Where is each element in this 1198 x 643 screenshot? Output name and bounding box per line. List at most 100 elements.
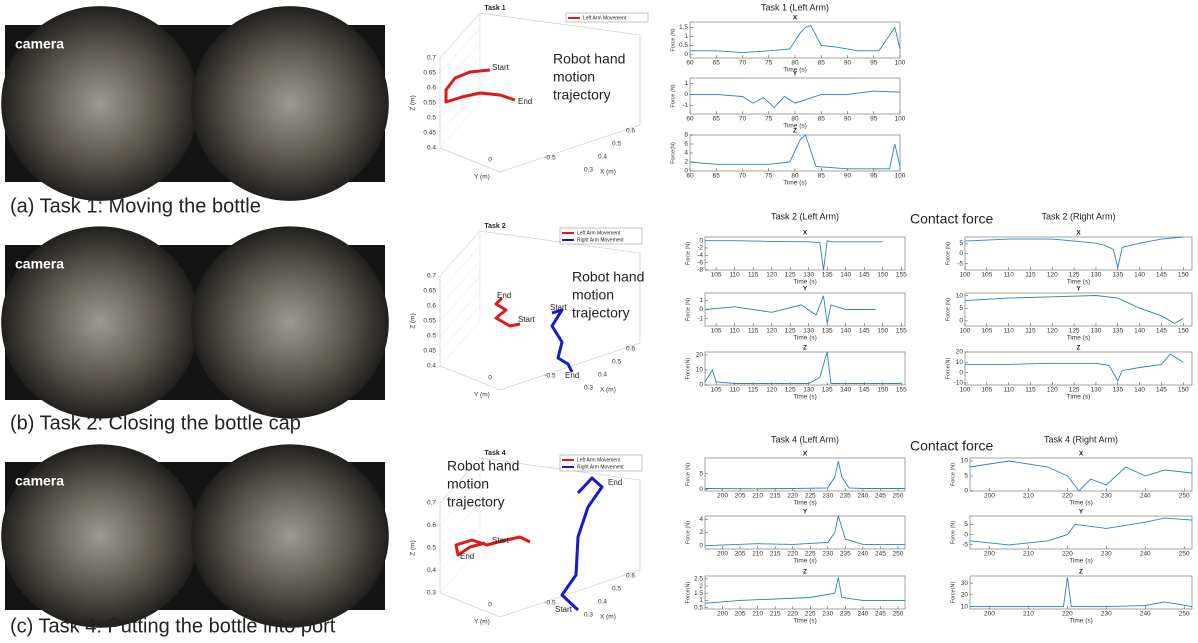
x-tick-label: 110 <box>729 387 740 394</box>
z-grid-line <box>439 230 481 277</box>
x-tick-label: 130 <box>803 387 814 394</box>
x-tick-label: 0.5 <box>612 359 621 366</box>
y-tick-label: 10 <box>961 603 969 610</box>
x-tick-label: 200 <box>717 493 728 500</box>
plot-title: Task 4 <box>484 450 505 457</box>
z-grid-line <box>439 275 481 322</box>
subplot-axis-name: Y <box>793 71 798 78</box>
x-tick-label: 225 <box>805 611 816 618</box>
subplot-frame <box>969 457 1193 492</box>
x-tick-label: 80 <box>791 116 799 123</box>
x-tick-label: 155 <box>896 272 907 279</box>
x-tick-label: 145 <box>859 387 870 394</box>
fisheye-view <box>1 226 199 419</box>
subplot-axis-name: Y <box>803 509 808 516</box>
x-tick-label: 225 <box>805 551 816 558</box>
z-grid-line <box>439 42 481 89</box>
force-signal <box>705 240 883 271</box>
subplot-axis-name: Z <box>803 569 807 576</box>
y-tick-label: 5 <box>699 470 703 477</box>
x-tick-label: 85 <box>818 116 826 123</box>
y-tick-label: 0 <box>699 237 703 244</box>
x-tick-label: 85 <box>818 60 826 67</box>
x-axis-label: Time (s) <box>1067 279 1091 286</box>
x-tick-label: 60 <box>686 173 694 180</box>
x-tick-label: 145 <box>1156 328 1167 335</box>
z-tick-label: 0.4 <box>427 145 436 152</box>
y-axis-label: Force (N) <box>950 521 956 544</box>
x-tick-label: 130 <box>1091 387 1102 394</box>
x-tick-label: 0.4 <box>598 599 607 606</box>
x-tick-label: 215 <box>770 611 781 618</box>
x-tick-label: 230 <box>1101 493 1112 500</box>
x-tick-label: 155 <box>896 387 907 394</box>
x-tick-label: 215 <box>770 551 781 558</box>
force-signal <box>970 577 1193 608</box>
x-axis-label: X (m) <box>600 169 616 176</box>
x-axis-label: Time (s) <box>1069 618 1093 625</box>
z-tick-label: 0.4 <box>427 363 436 370</box>
subplot-axis-name: X <box>793 15 798 22</box>
force-signal <box>689 134 901 170</box>
y-tick-label: 0 <box>959 369 963 376</box>
x-tick-label: 0.3 <box>584 612 593 619</box>
y-tick-label: 2 <box>699 583 703 590</box>
x-tick-label: 85 <box>818 173 826 180</box>
right-trajectory <box>560 476 604 612</box>
subplot-axis-name: Z <box>1079 569 1083 576</box>
x-tick-label: 105 <box>981 272 992 279</box>
y-axis-label: Force(N) <box>685 581 691 603</box>
y-tick-label: 20 <box>956 349 964 356</box>
x-tick-label: 130 <box>1091 272 1102 279</box>
z-tick-label: 0.65 <box>423 288 436 295</box>
x-tick-label: 145 <box>1156 387 1167 394</box>
fisheye-view <box>1 444 199 628</box>
x-tick-label: 120 <box>766 328 777 335</box>
x-axis-label: Time (s) <box>793 500 817 507</box>
y-axis-label: Force(N) <box>670 142 676 164</box>
x-tick-label: 65 <box>713 173 721 180</box>
fisheye-view <box>191 6 389 201</box>
x-tick-label: 70 <box>739 116 747 123</box>
x-tick-label: 70 <box>739 60 747 67</box>
force-signal <box>969 460 1193 492</box>
z-tick-label: 0.55 <box>423 100 436 107</box>
z-axis-label: Z (m) <box>410 95 417 111</box>
y-tick-label: 10 <box>961 458 969 465</box>
x-tick-label: 245 <box>875 551 886 558</box>
caption: (a) Task 1: Moving the bottle <box>10 195 261 217</box>
x-tick-label: 110 <box>1003 328 1014 335</box>
x-tick-label: 220 <box>1062 611 1073 618</box>
x-tick-label: 90 <box>844 60 852 67</box>
x-tick-label: 0.6 <box>626 128 635 135</box>
x-tick-label: 120 <box>766 387 777 394</box>
legend-label: Left Arm Movement <box>577 230 621 236</box>
x-tick-label: 0.6 <box>626 346 635 353</box>
x-tick-label: 220 <box>787 611 798 618</box>
x-tick-label: 140 <box>1134 328 1145 335</box>
x-axis-label: Time (s) <box>1069 500 1093 507</box>
y-axis-label: Force (N) <box>685 242 691 265</box>
force-signal <box>704 295 876 324</box>
y-tick-label: 10 <box>956 359 964 366</box>
y-tick-label: -6 <box>697 259 703 266</box>
x-axis-label: Time (s) <box>1067 335 1091 342</box>
subplot-axis-name: Z <box>1077 345 1081 352</box>
x-tick-label: 125 <box>785 387 796 394</box>
y-tick-label: 0 <box>488 602 492 609</box>
x-axis-label: Time (s) <box>793 335 817 342</box>
start-label: Start <box>555 605 573 614</box>
trajectory-note: motion <box>553 69 595 85</box>
z-tick-label: 0.7 <box>427 55 436 62</box>
x-tick-label: 135 <box>822 387 833 394</box>
x-tick-label: 135 <box>822 272 833 279</box>
x-tick-label: 100 <box>960 328 971 335</box>
x-tick-label: 145 <box>859 272 870 279</box>
x-tick-label: 245 <box>875 611 886 618</box>
x-tick-label: 120 <box>766 272 777 279</box>
x-tick-label: 240 <box>1140 611 1151 618</box>
x-tick-label: 150 <box>877 272 888 279</box>
x-tick-label: 60 <box>686 116 694 123</box>
x-tick-label: 95 <box>870 173 878 180</box>
x-tick-label: 230 <box>822 493 833 500</box>
